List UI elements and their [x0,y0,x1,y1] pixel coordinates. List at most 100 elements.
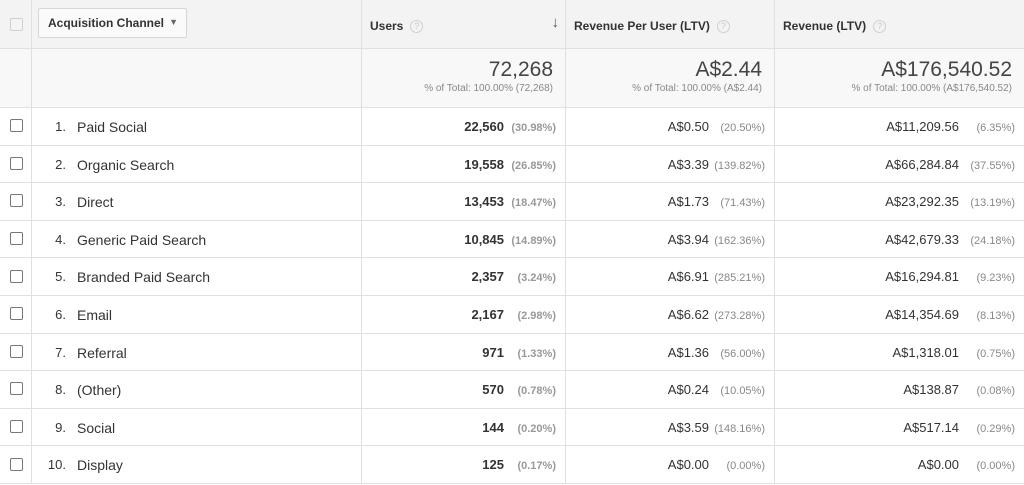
row-checkbox[interactable] [10,382,23,396]
rpu-value: A$6.91 [667,269,709,285]
help-icon[interactable]: ? [716,20,730,33]
revenue-cell: A$138.87 (0.08%) [775,371,1024,409]
column-header-revenue-label: Revenue (LTV)? [783,19,887,33]
row-rank: 5. [55,269,66,285]
rpu-percent: (20.50%) [720,122,765,134]
revenue-value-box: A$0.00 (0.00%) [918,457,1015,472]
rpu-value-box: A$3.39 (139.82%) [668,157,765,172]
rank-wrap: 6. [32,296,68,333]
table-row[interactable]: 1. Paid Social 22,560 (30.98%) A$0.50 (20.50%… [0,108,1024,146]
channel-name-link[interactable]: Social [77,419,116,436]
totals-row: 72,268 % of Total: 100.00% (72,268) A$2.… [0,49,1024,108]
row-checkbox-cell [0,220,32,259]
users-cell: 125 (0.17%) [362,446,566,484]
rpu-value-box: A$0.50 (20.50%) [668,119,765,134]
users-value-box: 2,167 (2.98%) [471,307,556,322]
rpu-percent: (148.16%) [714,422,765,435]
users-cell: 22,560 (30.98%) [362,108,566,146]
select-all-checkbox[interactable] [10,18,23,31]
users-value: 2,167 [471,307,504,322]
row-rank: 4. [55,231,66,247]
users-cell: 19,558 (26.85%) [362,145,566,184]
rpu-percent: (10.05%) [720,385,765,398]
channel-name-link[interactable]: Organic Search [77,156,175,173]
users-cell: 144 (0.20%) [362,408,566,447]
header-checkbox-cell [0,0,32,49]
row-rank: 3. [55,194,66,210]
revenue-percent: (0.29%) [976,422,1015,435]
channel-cell: 1. Paid Social [32,108,362,146]
channel-cell: 3. Direct [32,183,362,221]
users-value-box: 10,845 (14.89%) [464,232,556,247]
revenue-cell: A$42,679.33 (24.18%) [775,220,1024,259]
rpu-cell: A$6.91 (285.21%) [566,258,775,296]
row-checkbox[interactable] [10,420,23,434]
rpu-percent: (71.43%) [720,197,765,210]
row-checkbox[interactable] [10,156,23,170]
dimension-dropdown[interactable]: Acquisition Channel ▼ [38,8,187,38]
help-icon[interactable]: ? [410,20,424,33]
channel-name-link[interactable]: Branded Paid Search [77,269,211,286]
channel-name-link[interactable]: Paid Social [77,119,148,135]
rpu-value: A$0.50 [667,119,709,134]
table-row[interactable]: 2. Organic Search 19,558 (26.85%) A$3.39 (139… [0,145,1024,184]
users-value-box: 13,453 (18.47%) [464,194,556,209]
table-row[interactable]: 4. Generic Paid Search 10,845 (14.89%) A$3.9… [0,220,1024,259]
revenue-value-box: A$1,318.01 (0.75%) [892,345,1015,360]
rank-wrap: 4. [32,221,68,258]
users-value: 19,558 [464,156,504,172]
channel-name-link[interactable]: Referral [77,344,127,361]
table-row[interactable]: 3. Direct 13,453 (18.47%) A$1.73 (71.43%) A$23… [0,183,1024,221]
revenue-value: A$1,318.01 [892,344,959,360]
users-percent: (0.20%) [517,422,556,435]
rpu-cell: A$3.94 (162.36%) [566,220,775,259]
rpu-percent: (285.21%) [714,272,765,285]
revenue-value: A$16,294.81 [885,269,959,285]
row-rank: 10. [47,457,66,473]
users-percent: (0.17%) [517,460,556,473]
row-checkbox[interactable] [10,269,23,283]
row-checkbox[interactable] [10,344,23,358]
row-rank: 7. [55,344,66,360]
table-row[interactable]: 10. Display 125 (0.17%) A$0.00 (0.00%) A$0.00 (… [0,446,1024,484]
table-row[interactable]: 5. Branded Paid Search 2,357 (3.24%) A$6.91 (… [0,258,1024,296]
users-cell: 10,845 (14.89%) [362,220,566,259]
help-icon[interactable]: ? [873,20,887,33]
row-rank: 8. [55,382,66,398]
revenue-cell: A$11,209.56 (6.35%) [775,108,1024,146]
table-row[interactable]: 6. Email 2,167 (2.98%) A$6.62 (273.28%) A$14,3… [0,296,1024,334]
table-row[interactable]: 9. Social 144 (0.20%) A$3.59 (148.16%) A$517.1… [0,408,1024,447]
users-value: 125 [482,457,504,473]
row-checkbox[interactable] [10,119,23,133]
row-checkbox[interactable] [10,194,23,208]
table-row[interactable]: 8. (Other) 570 (0.78%) A$0.24 (10.05%) A$138.8… [0,371,1024,409]
users-percent: (18.47%) [511,197,556,210]
channel-name-link[interactable]: (Other) [77,382,122,399]
row-checkbox[interactable] [10,457,23,471]
channel-name-link[interactable]: Display [77,457,123,474]
channel-name-link[interactable]: Generic Paid Search [77,231,207,248]
users-cell: 2,167 (2.98%) [362,296,566,334]
row-checkbox[interactable] [10,307,23,321]
rank-wrap: 1. [32,108,68,145]
row-checkbox-cell [0,408,32,447]
revenue-value: A$11,209.56 [886,119,959,134]
rpu-value-box: A$3.59 (148.16%) [668,420,765,435]
users-value: 144 [482,419,504,435]
revenue-value-box: A$14,354.69 (8.13%) [885,307,1015,322]
sort-descending-icon[interactable]: ↓ [551,14,560,31]
table-row[interactable]: 7. Referral 971 (1.33%) A$1.36 (56.00%) A$1,31… [0,333,1024,372]
revenue-cell: A$14,354.69 (8.13%) [775,296,1024,334]
column-header-users[interactable]: Users? ↓ [362,0,566,49]
column-header-revenue-per-user[interactable]: Revenue Per User (LTV)? [566,0,775,49]
row-rank: 2. [55,156,66,172]
revenue-percent: (0.08%) [976,385,1015,398]
total-rpu-percent: % of Total: 100.00% (A$2.44) [632,83,762,94]
channel-name-link[interactable]: Direct [77,194,114,211]
revenue-cell: A$0.00 (0.00%) [775,446,1024,484]
row-checkbox[interactable] [10,232,23,246]
channel-name-link[interactable]: Email [77,307,113,323]
revenue-value-box: A$23,292.35 (13.19%) [885,194,1015,209]
column-header-revenue[interactable]: Revenue (LTV)? [775,0,1024,49]
revenue-percent: (8.13%) [976,310,1015,322]
